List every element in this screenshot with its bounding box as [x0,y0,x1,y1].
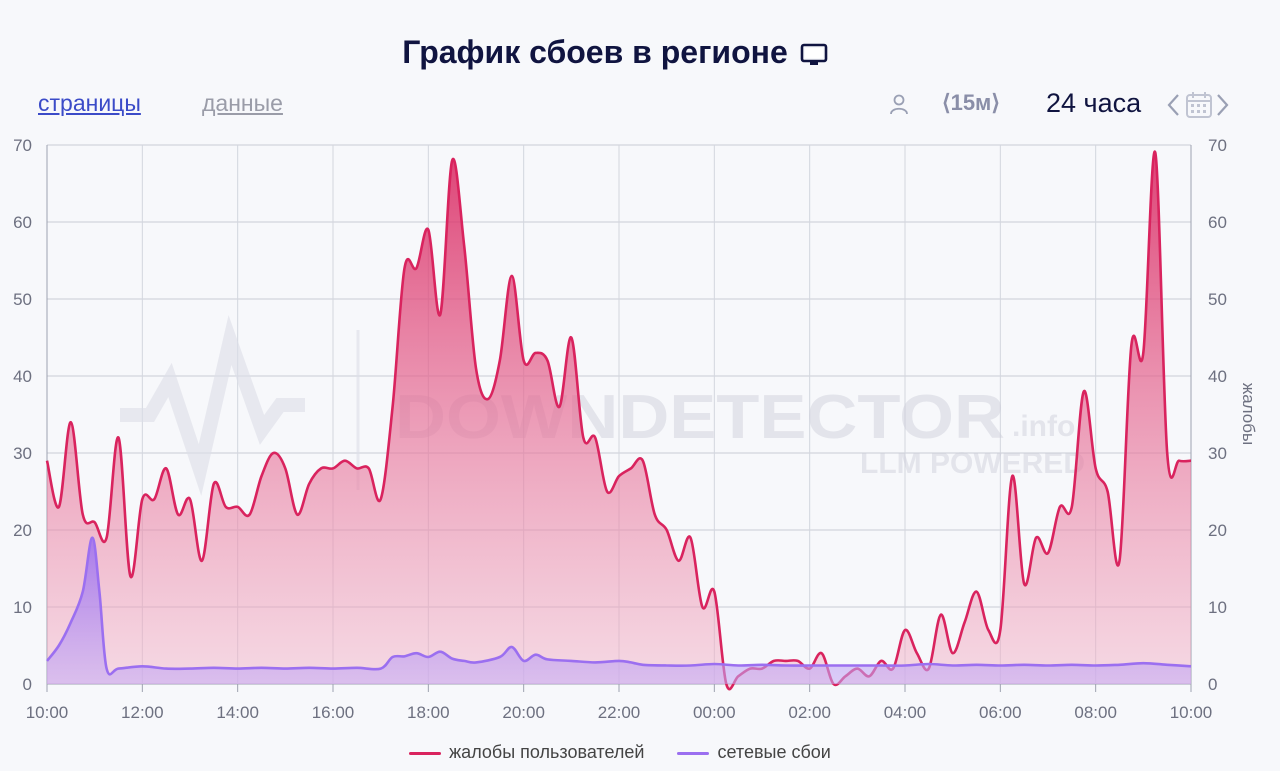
x-tick-label: 18:00 [407,703,450,722]
x-tick-label: 02:00 [788,703,831,722]
series-line-0 [45,150,1192,691]
legend-item-network[interactable]: сетевые сбои [677,742,831,763]
monitor-icon [800,43,828,65]
y-tick-label: 10 [13,598,32,617]
interval-selector[interactable]: ⟨15м⟩ [942,90,1000,115]
y-tick-label: 30 [13,444,32,463]
y-tick-label: 50 [13,290,32,309]
watermark-suffix: .info [1012,410,1075,443]
tab-pages[interactable]: страницы [38,90,141,116]
y-tick-label: 0 [23,675,32,694]
legend: жалобы пользователей сетевые сбои [0,742,1240,763]
x-tick-label: 12:00 [121,703,164,722]
x-tick-label: 14:00 [216,703,259,722]
watermark-logo-icon [120,315,305,496]
y-tick-label: 70 [13,136,32,155]
legend-swatch [409,751,442,755]
tab-data[interactable]: данные [202,90,283,116]
series-line-1 [45,536,1192,676]
y-tick-label-right: 50 [1208,290,1227,309]
range-label: 24 часа [1046,88,1142,118]
x-tick-label: 10:00 [1170,703,1213,722]
y-tick-label-right: 70 [1208,136,1227,155]
y-tick-label-right: 30 [1208,444,1227,463]
y-tick-label: 20 [13,521,32,540]
x-tick-label: 10:00 [26,703,69,722]
x-tick-label: 04:00 [884,703,927,722]
watermark-tagline: LLM POWERED [860,447,1085,480]
y-tick-label-right: 60 [1208,213,1227,232]
y-tick-label: 60 [13,213,32,232]
user-icon[interactable] [888,92,910,116]
y-tick-label-right: 40 [1208,367,1227,386]
legend-label: сетевые сбои [717,742,831,762]
y-tick-label-right: 10 [1208,598,1227,617]
series-area-0 [47,151,1191,690]
legend-label: жалобы пользователей [449,742,645,762]
y-tick-label-right: 0 [1208,675,1217,694]
x-tick-label: 08:00 [1074,703,1117,722]
x-tick-label: 20:00 [502,703,545,722]
title-text: График сбоев в регионе [402,34,788,70]
x-tick-label: 06:00 [979,703,1022,722]
x-tick-label: 00:00 [693,703,736,722]
chevron-left-icon[interactable] [1164,92,1182,118]
x-tick-label: 22:00 [598,703,641,722]
x-tick-label: 16:00 [312,703,355,722]
legend-swatch [677,751,710,755]
chevron-right-icon[interactable] [1214,92,1232,118]
calendar-icon[interactable] [1185,91,1213,119]
y-tick-label-right: 20 [1208,521,1227,540]
chart-title: График сбоев в регионе [0,34,1230,71]
y-axis-label-right: жалобы [1239,383,1258,445]
y-tick-label: 40 [13,367,32,386]
legend-item-complaints[interactable]: жалобы пользователей [409,742,644,763]
